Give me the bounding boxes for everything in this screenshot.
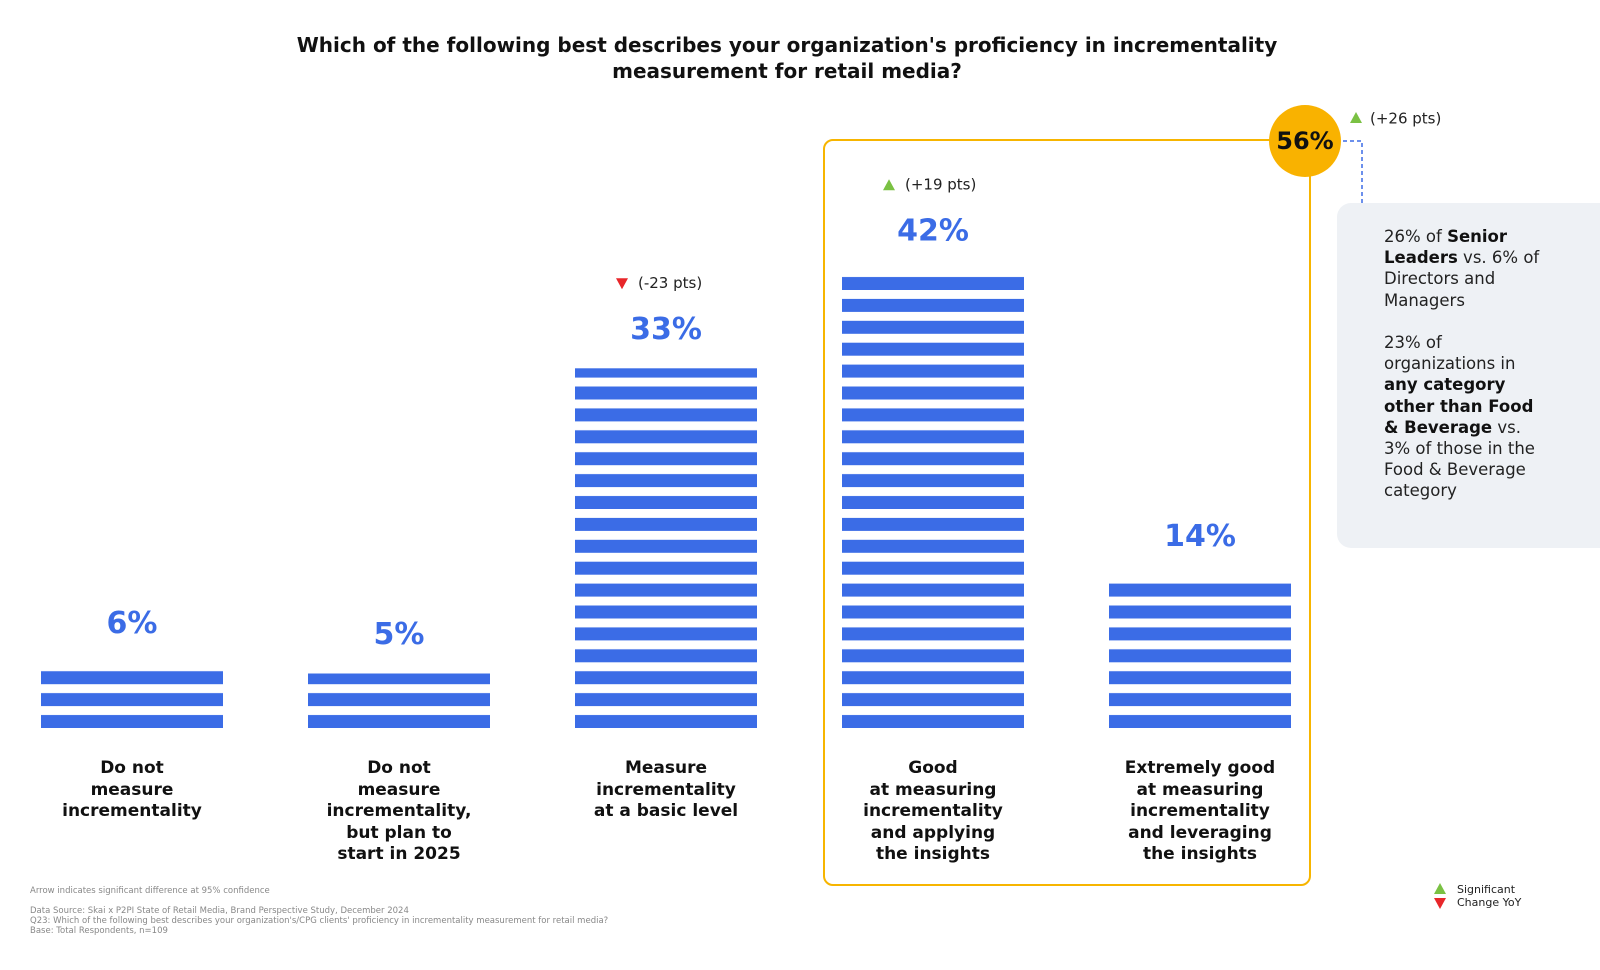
change-label: (+26 pts) (1370, 110, 1441, 128)
note: 23% of organizations in any category oth… (1384, 332, 1544, 502)
x-tick-label: Measure incrementality at a basic level (593, 758, 739, 821)
bar (41, 662, 223, 728)
bar (575, 368, 757, 728)
connector (1343, 140, 1363, 205)
bar (308, 673, 490, 728)
footnote: Q23: Which of the following best describ… (30, 916, 609, 926)
chart-title: Which of the following best describes yo… (296, 33, 1278, 83)
x-tick-label: Do not measure incrementality (62, 758, 202, 821)
x-tick-label: Do not measure incrementality, but plan … (326, 758, 472, 864)
note-text: any category other than Food & Beverage (1384, 375, 1534, 437)
legend-arrow (1434, 883, 1446, 894)
x-tick-label: Good at measuring incrementality and app… (863, 758, 1003, 864)
note-text: 23% of organizations in (1384, 333, 1516, 374)
legend-label: Significant Change YoY (1457, 883, 1522, 909)
value-label: 42% (897, 214, 969, 249)
change-label: (+19 pts) (905, 176, 976, 194)
change-arrow (883, 179, 895, 191)
footnote: Base: Total Respondents, n=109 (30, 926, 168, 936)
value-label: 14% (1164, 519, 1236, 554)
highlight-box (823, 139, 1311, 886)
insight-panel (1337, 203, 1600, 548)
change-arrow (616, 278, 628, 290)
value-label: 6% (107, 606, 158, 641)
note-text: vs. 3% of those in the Food & Beverage c… (1384, 417, 1535, 501)
highlight-circle (1269, 105, 1341, 177)
value-label: 33% (630, 312, 702, 347)
value-label: 5% (374, 617, 425, 652)
footnote: Arrow indicates significant difference a… (30, 886, 270, 896)
x-tick-label: Extremely good at measuring incrementali… (1124, 758, 1276, 864)
note: 26% of Senior Leaders vs. 6% of Director… (1384, 226, 1544, 311)
note-text: Senior Leaders (1384, 227, 1508, 268)
note-text: vs. 6% of Directors and Managers (1384, 248, 1540, 310)
legend-arrow (1434, 898, 1446, 909)
change-label: (-23 pts) (638, 274, 702, 292)
highlight-label: 56% (1276, 127, 1333, 155)
change-arrow (1350, 112, 1362, 123)
note-text: 26% of (1384, 227, 1448, 246)
bar (842, 270, 1024, 728)
footnote: Data Source: Skai x P2PI State of Retail… (30, 906, 409, 916)
bar (1109, 575, 1291, 728)
